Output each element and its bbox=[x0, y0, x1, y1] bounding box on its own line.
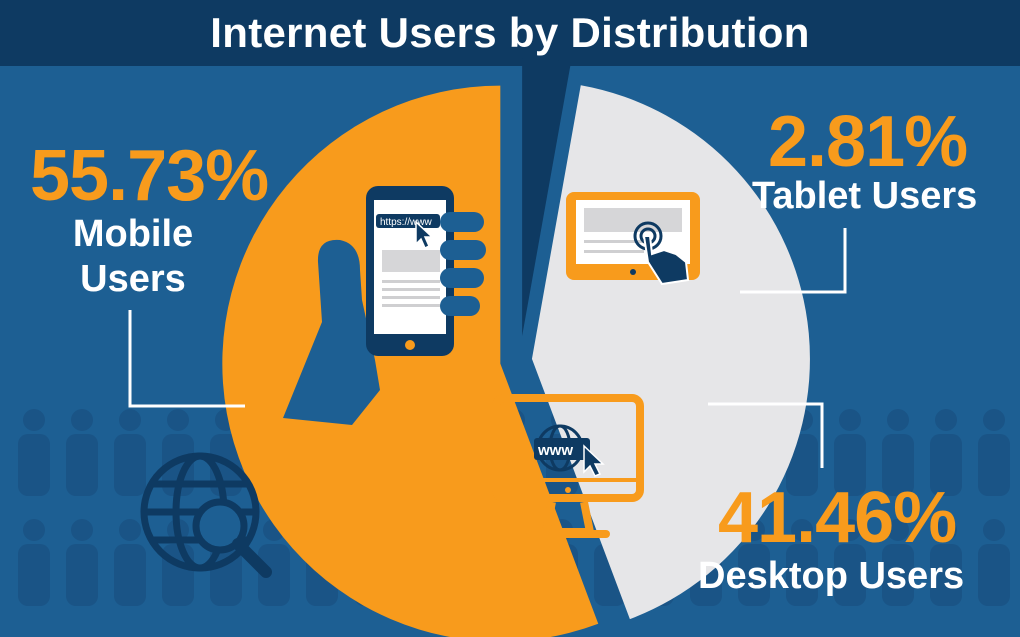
pie-slice-tablet bbox=[522, 58, 571, 337]
person-silhouette bbox=[882, 409, 914, 496]
tablet-connector bbox=[740, 228, 847, 294]
mobile-connector bbox=[128, 310, 245, 408]
mobile-name-line2: Users bbox=[80, 257, 186, 300]
person-silhouette bbox=[930, 519, 962, 606]
tablet-touch-icon bbox=[566, 192, 700, 286]
person-silhouette bbox=[18, 519, 50, 606]
chart-title: Internet Users by Distribution bbox=[210, 9, 810, 56]
title-bar: Internet Users by Distribution bbox=[0, 0, 1020, 66]
mobile-name-label: Mobile Users bbox=[62, 212, 204, 302]
desktop-connector bbox=[708, 402, 824, 468]
desktop-percent-label: 41.46% bbox=[718, 478, 957, 558]
person-silhouette bbox=[882, 519, 914, 606]
person-silhouette bbox=[978, 409, 1010, 496]
smartphone-in-hand-icon: https://www bbox=[283, 186, 486, 425]
mobile-name-line1: Mobile bbox=[72, 213, 194, 255]
desktop-name-label: Desktop Users bbox=[698, 555, 965, 597]
person-silhouette bbox=[786, 519, 818, 606]
tablet-percent-label: 2.81% bbox=[768, 102, 968, 182]
person-silhouette bbox=[834, 519, 866, 606]
www-text: www bbox=[537, 442, 573, 459]
connector-lines bbox=[128, 228, 847, 468]
tablet-name-label: Tablet Users bbox=[752, 175, 978, 217]
url-text: https://www bbox=[380, 217, 432, 228]
person-silhouette bbox=[834, 409, 866, 496]
person-silhouette bbox=[978, 519, 1010, 606]
person-silhouette bbox=[18, 409, 50, 496]
desktop-monitor-www-icon: www bbox=[492, 394, 644, 538]
person-silhouette bbox=[66, 409, 98, 496]
person-silhouette bbox=[114, 409, 146, 496]
person-silhouette bbox=[114, 519, 146, 606]
mobile-percent-label: 55.73% bbox=[30, 136, 269, 216]
person-silhouette bbox=[930, 409, 962, 496]
globe-search-icon bbox=[140, 452, 272, 578]
person-silhouette bbox=[66, 519, 98, 606]
